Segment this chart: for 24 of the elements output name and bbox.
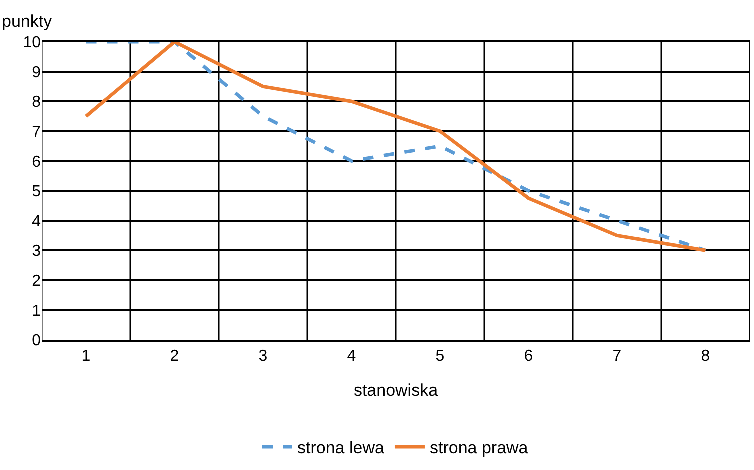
x-tick-label: 4 xyxy=(347,348,356,365)
y-axis-title: punkty xyxy=(2,12,53,31)
legend-label: strona prawa xyxy=(430,438,529,458)
y-tick-label: 6 xyxy=(32,154,42,171)
x-axis-title: stanowiska xyxy=(354,380,439,400)
y-tick-label: 7 xyxy=(32,124,42,141)
y-tick-label: 1 xyxy=(32,302,42,320)
x-tick-label: 1 xyxy=(82,348,91,365)
y-tick-label: 8 xyxy=(32,94,42,112)
y-tick-label: 4 xyxy=(32,213,42,230)
y-tick-label: 10 xyxy=(23,34,42,52)
x-tick-label: 5 xyxy=(436,348,445,365)
line-series xyxy=(84,42,708,252)
x-tick-label: 2 xyxy=(170,348,180,365)
x-tick-label: 8 xyxy=(701,348,710,365)
x-tick-label: 6 xyxy=(524,348,534,365)
y-tick-label: 0 xyxy=(32,332,42,350)
y-tick-label: 2 xyxy=(32,273,42,290)
x-tick-label: 7 xyxy=(612,348,622,365)
legend-label: strona lewa xyxy=(298,438,385,458)
y-tick-label: 3 xyxy=(32,243,42,260)
x-tick-label: 3 xyxy=(258,348,268,365)
y-tick-label: 9 xyxy=(32,64,42,82)
y-tick-label: 5 xyxy=(32,184,42,201)
